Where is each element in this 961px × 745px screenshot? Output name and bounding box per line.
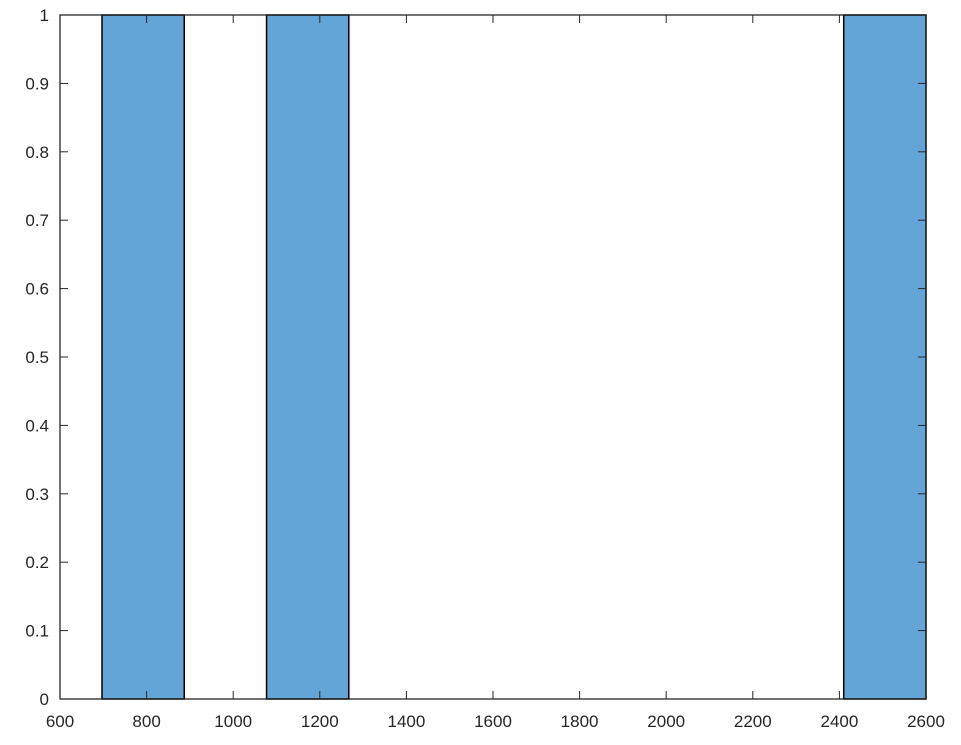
bars-layer — [101, 14, 927, 700]
y-tick-labels: 0 0.1 0.2 0.3 0.4 0.5 0.6 0.7 0.8 0.9 1 — [25, 6, 49, 709]
x-tick-labels: 600 800 1000 1200 1400 1600 1800 2000 2200 2400 26… — [46, 712, 945, 731]
y-tick-label: 0.1 — [25, 622, 49, 641]
x-tick-label: 1200 — [301, 712, 339, 731]
x-tick-label: 2600 — [907, 712, 945, 731]
y-tick-label: 0.6 — [25, 280, 49, 299]
x-tick-label: 2400 — [820, 712, 858, 731]
x-tick-label: 1800 — [561, 712, 599, 731]
histogram-bar — [101, 14, 186, 700]
x-tick-label: 600 — [46, 712, 74, 731]
x-tick-label: 1000 — [214, 712, 252, 731]
y-tick-label: 0 — [40, 690, 49, 709]
y-tick-label: 0.5 — [25, 348, 49, 367]
x-tick-label: 1600 — [474, 712, 512, 731]
y-tick-label: 1 — [40, 6, 49, 25]
y-tick-label: 0.4 — [25, 416, 49, 435]
y-tick-label: 0.9 — [25, 74, 49, 93]
histogram-bar — [265, 14, 350, 700]
y-tick-label: 0.8 — [25, 143, 49, 162]
x-tick-label: 2200 — [734, 712, 772, 731]
histogram-bar — [842, 14, 927, 700]
y-tick-label: 0.2 — [25, 553, 49, 572]
axes-box — [59, 14, 927, 700]
y-tick-label: 0.7 — [25, 211, 49, 230]
x-tick-label: 2000 — [647, 712, 685, 731]
y-tick-label: 0.3 — [25, 485, 49, 504]
plot-area — [60, 15, 926, 699]
x-tick-label: 1400 — [387, 712, 425, 731]
x-tick-label: 800 — [132, 712, 160, 731]
